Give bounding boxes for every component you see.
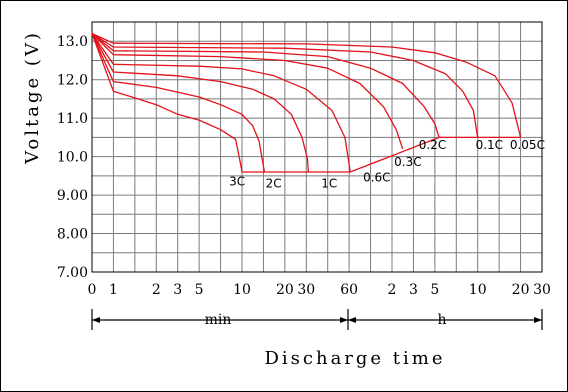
x-tick-label: 5 [195,282,204,298]
series-line-0.05C [91,32,522,138]
x-tick-label: 2 [152,282,161,298]
series-label-3C: 3C [229,174,245,188]
series-label-0.6C: 0.6C [363,171,390,185]
series-line-1C [91,33,310,173]
series-label-0.3C: 0.3C [394,155,421,169]
series-label-2C: 2C [266,176,282,190]
arrow-min-right [340,317,348,323]
cutoff-voltage-line [242,136,521,173]
series-line-0.6C [91,33,351,173]
x-tick-label: 3 [173,282,182,298]
x-tick-label: 5 [430,282,439,298]
x-tick-label: 1 [109,282,118,298]
grid [92,22,542,272]
x-tick-label: 20 [276,282,294,298]
y-tick-label: 8.00 [57,227,88,243]
y-tick-label: 7.00 [57,265,88,281]
min-unit-label: min [205,312,232,328]
hour-unit-label: h [437,312,446,328]
arrow-h-left [348,317,356,323]
time-unit-brackets: min h [91,309,543,330]
x-tick-label: 3 [409,282,418,298]
y-tick-label: 10.0 [57,150,88,166]
plot-border [91,21,543,273]
x-axis-title: Discharge time [264,348,445,369]
series-line-0.1C [91,32,479,138]
x-tick-label: 0 [88,282,97,298]
arrow-h-right [534,317,542,323]
series-line-2C [91,33,266,173]
x-tick-label: 60 [340,282,358,298]
series-line-0.3C [91,33,404,150]
y-tick-label: 9.00 [57,188,88,204]
curves [91,32,522,173]
series-line-3C [91,33,243,173]
series-line-0.2C [91,32,440,138]
x-tick-label: 30 [533,282,551,298]
x-tick-labels: 0 1 2 3 5 10 20 30 60 2 3 5 10 20 30 [88,282,551,298]
series-label-1C: 1C [321,176,337,190]
y-tick-label: 11.0 [57,111,88,127]
y-tick-label: 13.0 [57,34,88,50]
y-tick-label: 12.0 [57,73,88,89]
x-tick-label: 30 [297,282,315,298]
series-label-0.2C: 0.2C [419,138,446,152]
y-axis-title: Voltage (V) [22,30,43,165]
y-tick-labels: 7.00 8.00 9.00 10.0 11.0 12.0 13.0 [57,34,88,281]
series-label-0.05C: 0.05C [510,138,545,152]
series-label-0.1C: 0.1C [476,138,503,152]
x-tick-label: 10 [469,282,487,298]
series-labels: 3C 2C 1C 0.6C 0.3C 0.2C 0.1C 0.05C [229,138,545,190]
x-tick-label: 2 [388,282,397,298]
x-tick-label: 20 [512,282,530,298]
arrow-min-left [92,317,100,323]
x-tick-label: 10 [233,282,251,298]
